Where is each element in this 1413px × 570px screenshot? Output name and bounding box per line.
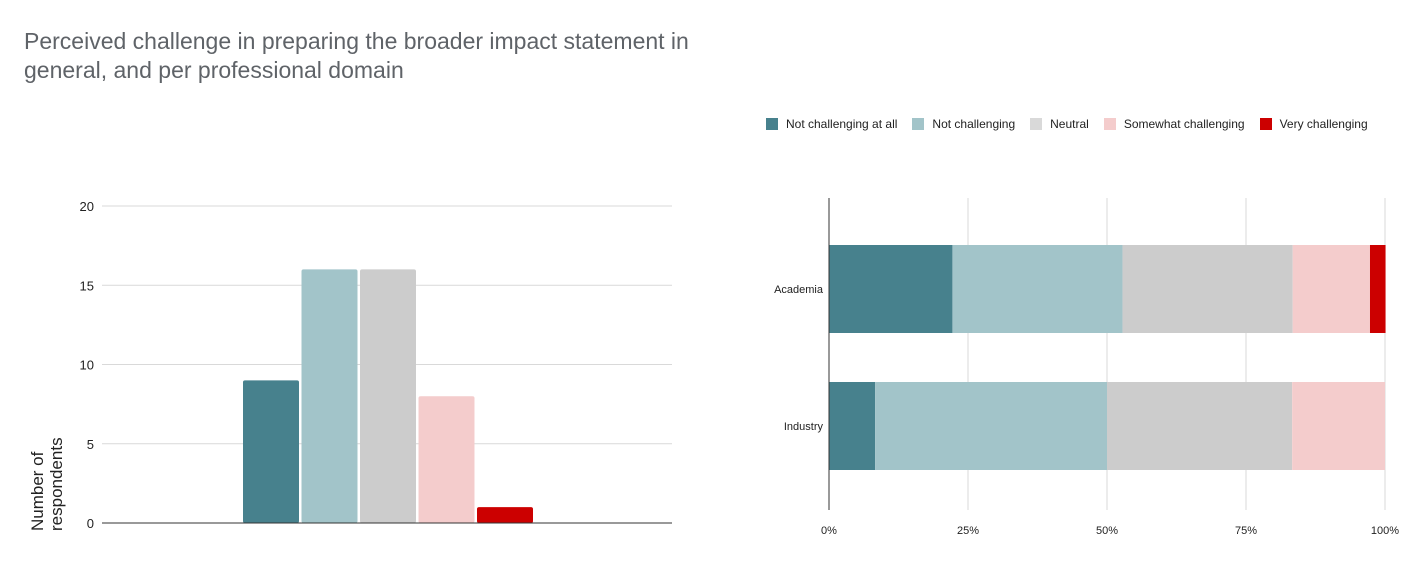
y-axis-label: Number ofrespondents: [28, 437, 66, 531]
bar-not-challenging: [301, 269, 358, 523]
legend-swatch: [912, 118, 925, 130]
y-tick-label: 5: [87, 437, 94, 452]
domain-stacked-bar-chart: 0% 25% 50% 75% 100% Academia Industry: [774, 198, 1399, 537]
legend-item-not-challenging-at-all: Not challenging at all: [766, 117, 897, 131]
segment-academia-very-challenging: [1369, 245, 1386, 333]
y-tick-label: 0: [87, 516, 94, 531]
bar-very-challenging: [477, 507, 533, 523]
segment-industry-somewhat-challenging: [1292, 382, 1385, 470]
page-title: Perceived challenge in preparing the bro…: [24, 28, 689, 83]
legend-item-neutral: Neutral: [1030, 117, 1089, 131]
bar-neutral: [360, 269, 416, 523]
segment-industry-not-challenging: [875, 382, 1107, 470]
x-tick-label: 25%: [957, 525, 979, 537]
segment-industry-neutral: [1107, 382, 1293, 470]
legend-swatch: [1259, 118, 1272, 130]
legend-item-not-challenging: Not challenging: [912, 117, 1015, 131]
bar-somewhat-challenging: [418, 396, 475, 523]
legend-swatch: [1030, 118, 1043, 130]
legend-label: Somewhat challenging: [1123, 117, 1245, 131]
legend-swatch: [1103, 118, 1116, 130]
segment-academia-not-challenging: [952, 245, 1123, 333]
bar-not-challenging-at-all: [243, 380, 299, 523]
segment-industry-not-challenging-at-all: [829, 382, 876, 470]
x-tick-label: 50%: [1096, 525, 1118, 537]
legend-item-very-challenging: Very challenging: [1259, 117, 1368, 131]
y-tick-label: 20: [80, 199, 94, 214]
legend-item-somewhat-challenging: Somewhat challenging: [1103, 117, 1245, 131]
category-label-industry: Industry: [784, 421, 824, 433]
x-tick-label: 100%: [1371, 525, 1399, 537]
x-tick-label: 0%: [821, 525, 837, 537]
legend-label: Neutral: [1050, 117, 1089, 131]
legend-label: Not challenging at all: [786, 117, 898, 131]
category-label-academia: Academia: [774, 284, 824, 296]
legend-label: Very challenging: [1279, 117, 1368, 131]
segment-academia-somewhat-challenging: [1292, 245, 1370, 333]
chart-legend: Not challenging at all Not challenging Neu…: [766, 117, 1383, 131]
legend-label: Not challenging: [932, 117, 1016, 131]
segment-academia-neutral: [1122, 245, 1293, 333]
x-tick-label: 75%: [1235, 525, 1257, 537]
respondents-bar-chart: 0 5 10 15 20 Number ofrespondents: [28, 199, 672, 531]
legend-swatch: [766, 118, 778, 130]
y-tick-label: 15: [80, 278, 94, 293]
y-tick-label: 10: [80, 358, 94, 373]
segment-academia-not-challenging-at-all: [829, 245, 953, 333]
